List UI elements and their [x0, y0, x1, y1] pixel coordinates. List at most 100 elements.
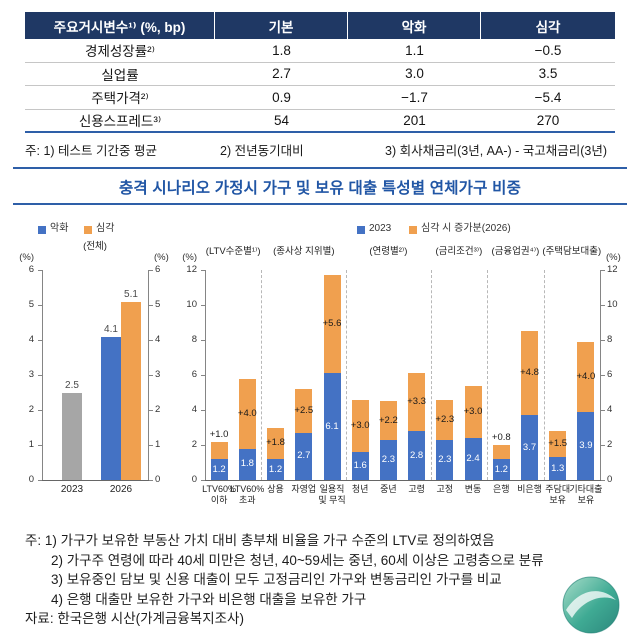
increase-value-label: +5.6: [322, 318, 342, 330]
base-value-label: 3.9: [579, 439, 593, 451]
y-axis-line: [42, 270, 43, 480]
footnote-line-4: 4) 은행 대출만 보유한 가구와 비은행 대출을 보유한 가구: [51, 591, 367, 607]
increase-value-label: +1.0: [209, 428, 229, 440]
y-tick-label: 10: [186, 299, 197, 310]
stacked-bar-base: [295, 432, 313, 481]
legend-label: 심각: [96, 223, 115, 234]
category-label: 중년: [380, 484, 397, 494]
section-divider-top: [13, 167, 627, 169]
y-tick-label: 4: [28, 334, 34, 345]
increase-value-label: +4.8: [520, 367, 539, 379]
y-tick-label: 10: [607, 299, 618, 310]
row-value: −0.5: [534, 42, 562, 58]
y-tick: [38, 340, 42, 341]
stacked-bar-base: [210, 459, 228, 480]
y-tick-label: 12: [186, 264, 197, 275]
y-axis-line: [205, 270, 206, 480]
base-value-label: 2.8: [409, 449, 424, 461]
group-separator: [346, 270, 348, 480]
stacked-bar-increase: [323, 275, 341, 374]
y-tick: [601, 305, 605, 306]
category-label: 고정: [436, 484, 454, 494]
stacked-bar-increase: [295, 389, 313, 433]
increase-value-label: +0.8: [491, 432, 511, 443]
base-value-label: 3.7: [522, 441, 537, 453]
table-row: 경제성장률²⁾ 1.8 1.1 −0.5: [25, 39, 615, 63]
y-tick-label: 8: [607, 334, 613, 345]
y-tick-label: 4: [191, 404, 197, 415]
increase-value-label: +3.3: [407, 396, 426, 408]
y-tick-label: 5: [155, 299, 161, 310]
stacked-bar-base: [408, 431, 426, 480]
stacked-bar-base: [577, 411, 595, 481]
y-tick-label: 0: [155, 474, 161, 485]
bar-value-label: 2.5: [65, 379, 79, 391]
circle-logo-icon: [562, 576, 620, 634]
category-label: 주담대 보유: [545, 484, 571, 505]
group-label: (종사상 지위별): [273, 246, 335, 257]
bar-value-label: 5.1: [124, 288, 138, 300]
category-label: 고령: [408, 484, 425, 494]
row-value: 270: [536, 112, 560, 128]
news-watermark-logo: [562, 576, 620, 634]
y-tick-label: 4: [607, 404, 613, 415]
stacked-bar-increase: [238, 378, 256, 449]
base-value-label: 1.3: [551, 462, 565, 474]
y-tick: [201, 305, 205, 306]
category-label: 일용직 및 무직: [318, 484, 346, 505]
y-tick-label: 8: [191, 334, 197, 345]
increase-value-label: +1.8: [266, 437, 285, 449]
row-label: 실업률: [101, 67, 139, 83]
macro-table-body: 경제성장률²⁾ 1.8 1.1 −0.5 실업률 2.7 3.0 3.5 주택가격²⁾ 0.9 −1…: [25, 39, 615, 133]
base-value-label: 1.2: [494, 463, 508, 475]
y-tick: [201, 410, 205, 411]
increase-value-label: +1.5: [548, 438, 568, 450]
row-label: 경제성장률²⁾: [85, 44, 155, 60]
stacked-bar-base: [238, 448, 256, 480]
base-value-label: 2.3: [381, 453, 395, 465]
row-value: 3.0: [405, 66, 424, 82]
group-label: (금리조건³⁾): [435, 246, 483, 257]
y-tick: [149, 445, 153, 446]
y-tick: [38, 480, 42, 481]
y-tick: [149, 480, 153, 481]
table-column-header: 심각: [535, 19, 561, 35]
bar: [101, 336, 121, 480]
group-label: (연령별²⁾): [369, 246, 408, 257]
category-label: LTV60% 이하: [202, 484, 237, 505]
base-value-label: 2.3: [438, 453, 452, 465]
group-separator: [261, 270, 263, 480]
legend-label: 심각 시 증가분(2026): [421, 223, 511, 234]
base-value-label: 2.4: [466, 453, 480, 464]
base-value-label: 1.8: [240, 458, 254, 470]
y-tick-label: 1: [28, 439, 34, 450]
y-tick: [38, 375, 42, 376]
increase-value-label: +2.2: [379, 414, 398, 426]
stacked-bar-increase: [210, 441, 228, 459]
y-tick: [38, 410, 42, 411]
x-axis-line: [38, 480, 152, 481]
y-tick: [601, 270, 605, 271]
y-tick: [201, 270, 205, 271]
row-label: 주택가격²⁾: [91, 91, 149, 107]
stacked-bar-increase: [351, 399, 369, 452]
y-tick: [201, 445, 205, 446]
category-label: 비은행: [517, 484, 542, 494]
increase-value-label: +3.0: [463, 405, 483, 417]
row-label: 신용스프레드³⁾: [78, 114, 162, 130]
y-tick-label: 6: [155, 264, 161, 275]
y-tick: [149, 270, 153, 271]
row-value: −5.4: [534, 89, 562, 105]
stacked-bar-increase: [521, 331, 538, 416]
increase-value-label: +2.3: [435, 413, 455, 425]
category-label: 은행: [493, 484, 510, 494]
table-note-part: 주: 1) 테스트 기간중 평균: [25, 144, 157, 158]
y-tick-label: 2: [607, 439, 613, 450]
x-tick-label: 2026: [109, 484, 133, 495]
y-tick-label: 12: [607, 264, 618, 275]
y-tick: [601, 410, 605, 411]
group-separator: [543, 270, 545, 480]
source-line: 자료: 한국은행 시산(가계금융복지조사): [25, 611, 244, 626]
y-tick: [38, 270, 42, 271]
